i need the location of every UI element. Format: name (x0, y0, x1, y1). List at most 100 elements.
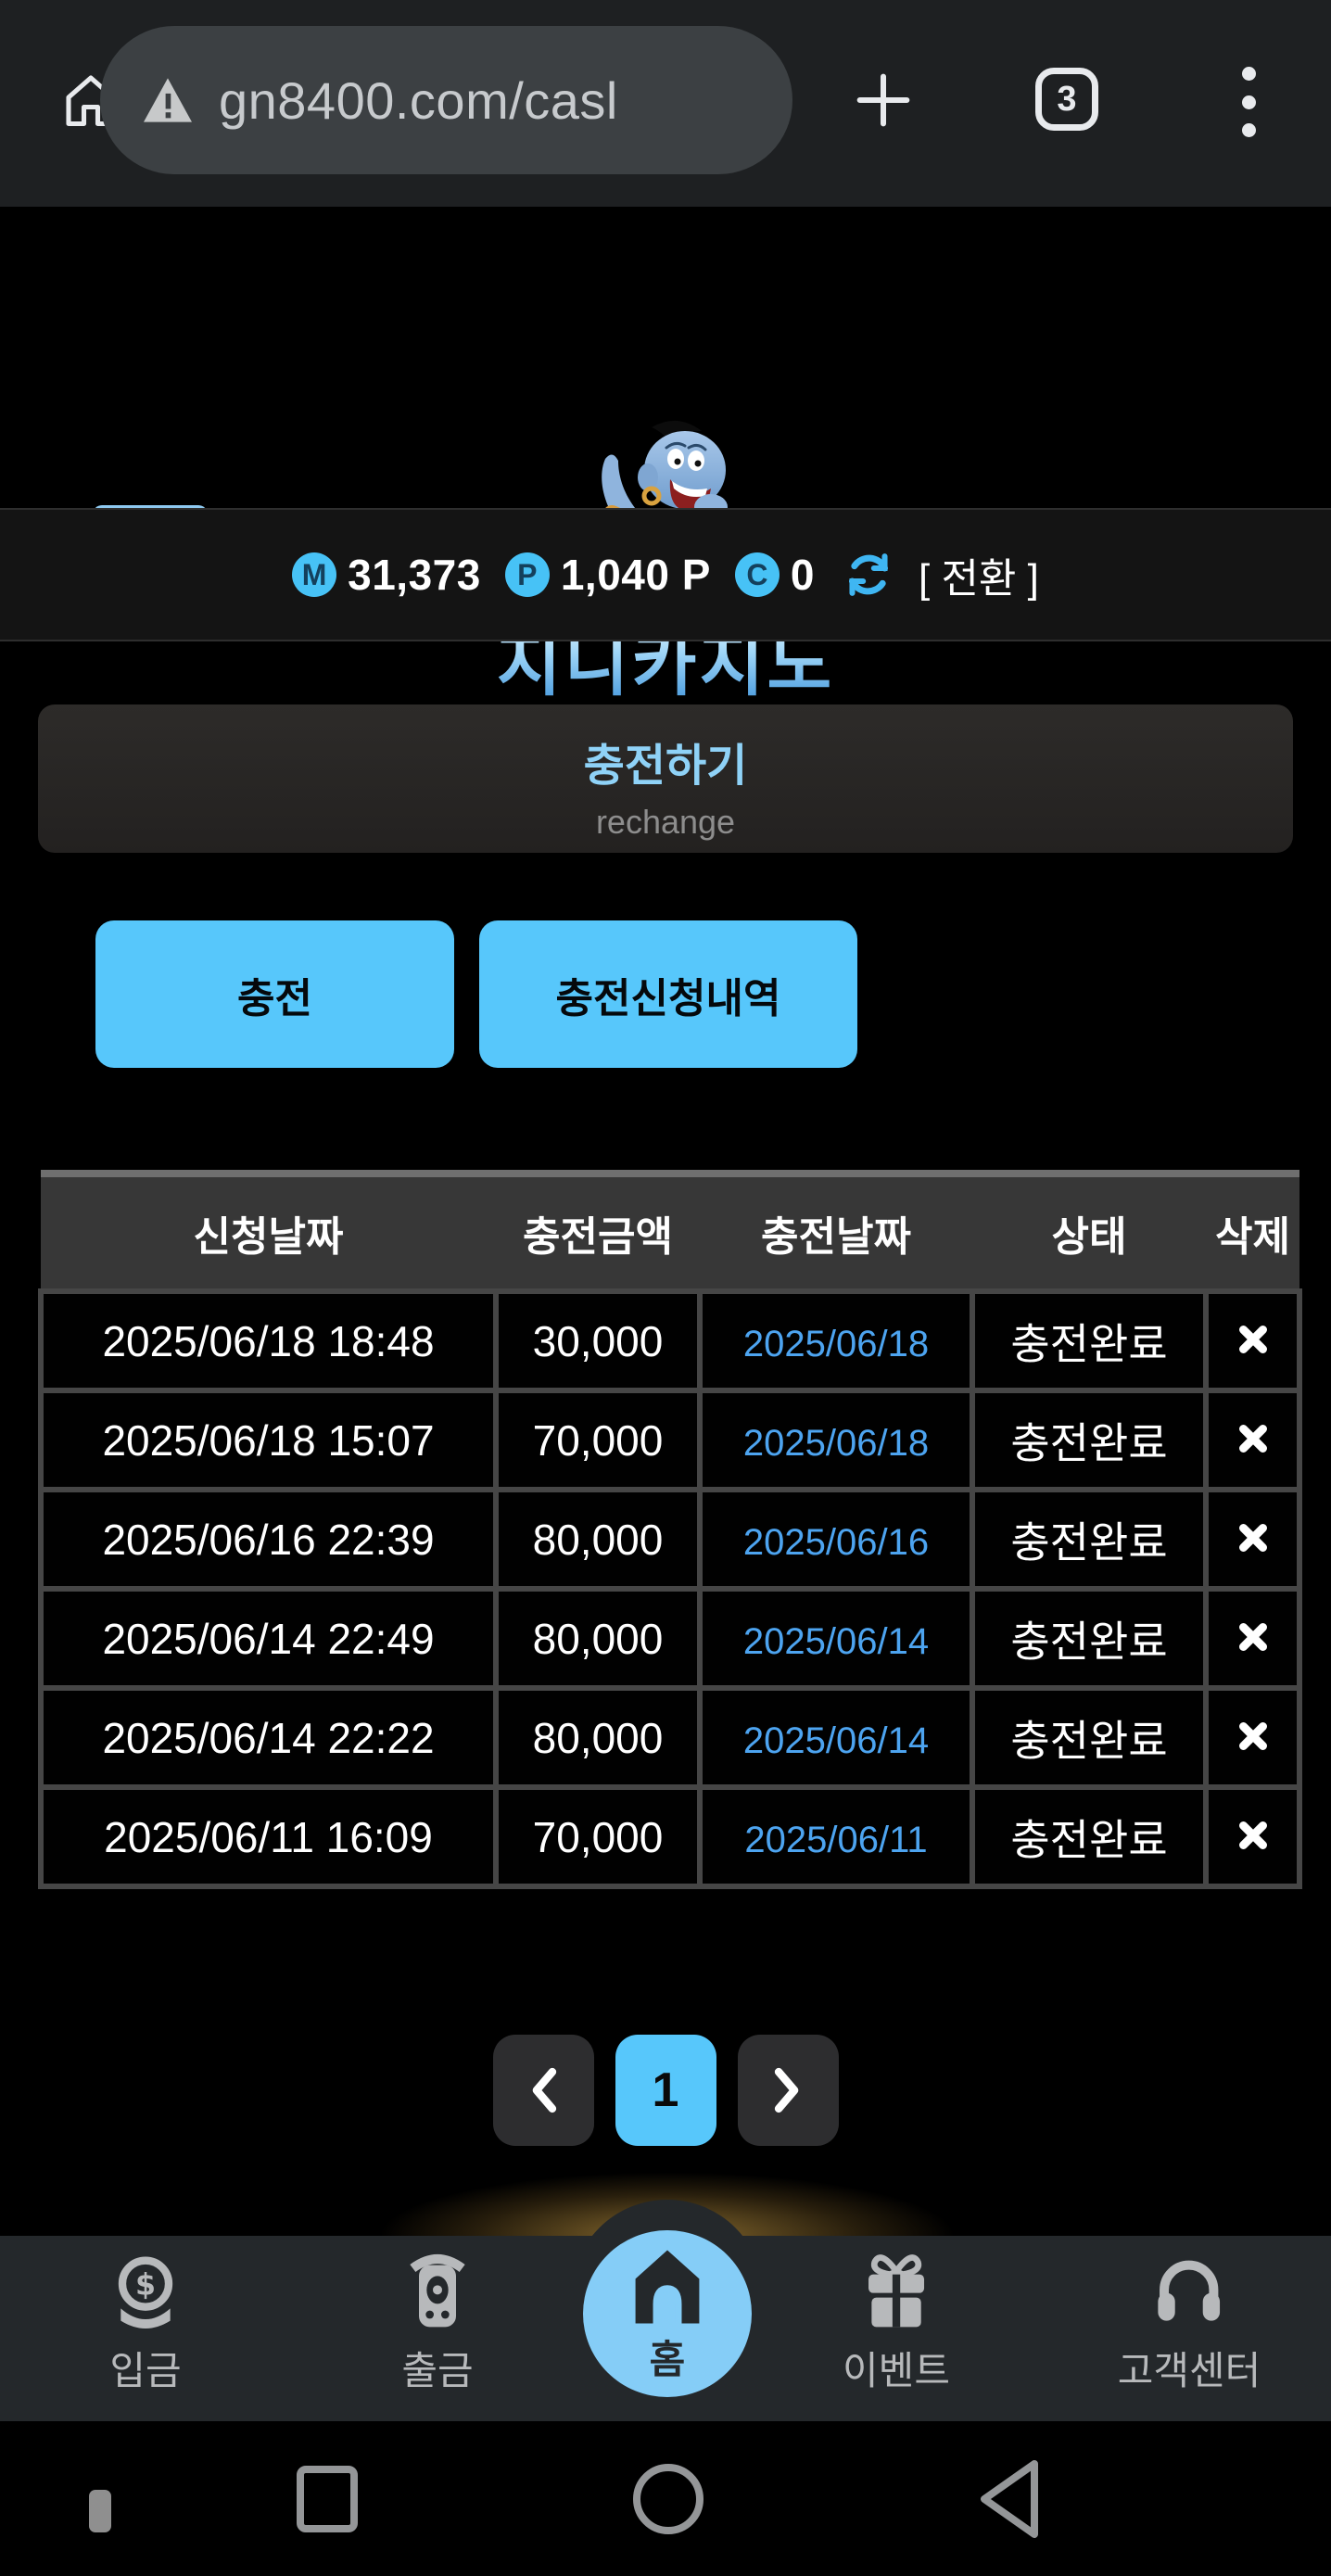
amount: 80,000 (493, 1487, 703, 1592)
applied-date: 2025/06/14 22:22 (38, 1685, 499, 1790)
nav-item-deposit[interactable]: $ 입금 (108, 2252, 183, 2396)
browser-toolbar: gn8400.com/casl 3 (0, 0, 1331, 207)
table-row: 2025/06/14 22:22 80,000 2025/06/14 충전완료 (38, 1685, 1302, 1790)
table-row: 2025/06/16 22:39 80,000 2025/06/16 충전완료 (38, 1487, 1302, 1592)
url-text: gn8400.com/casl (219, 70, 618, 130)
table-row: 2025/06/18 15:07 70,000 2025/06/18 충전완료 (38, 1388, 1302, 1492)
recharge-date-link[interactable]: 2025/06/18 (742, 1422, 930, 1464)
prev-page-button[interactable] (492, 2035, 594, 2146)
recent-apps-icon[interactable] (297, 2466, 358, 2532)
convert-button[interactable]: [ 전환 ] (919, 556, 1039, 602)
recharge-card: 충전하기 rechange (38, 704, 1293, 853)
status-text: 충전완료 (970, 1784, 1209, 1889)
page-subtitle: rechange (595, 803, 736, 841)
page-title: 충전하기 (583, 742, 748, 791)
table-row: 2025/06/14 22:49 80,000 2025/06/14 충전완료 (38, 1586, 1302, 1691)
nav-label: 이벤트 (843, 2349, 950, 2392)
chevron-right-icon (774, 2067, 799, 2113)
x-mark-icon (1238, 1325, 1267, 1353)
recharge-date-link[interactable]: 2025/06/11 (744, 1819, 928, 1860)
status-text: 충전완료 (970, 1487, 1209, 1592)
recharge-date-link[interactable]: 2025/06/18 (742, 1323, 930, 1364)
money-balance: M 31,373 (292, 550, 481, 600)
nav-label: 입금 (109, 2349, 182, 2392)
status-text: 충전완료 (970, 1288, 1209, 1393)
url-bar[interactable]: gn8400.com/casl (100, 26, 792, 174)
pagination: 1 (0, 2035, 1331, 2146)
money-value: 31,373 (348, 551, 481, 599)
tab-switcher-button[interactable]: 3 (1035, 68, 1098, 131)
hide-pill-icon[interactable] (89, 2490, 111, 2532)
headset-icon (1158, 2260, 1221, 2321)
gift-icon (868, 2254, 924, 2328)
coin-coin-icon: C (734, 552, 780, 597)
new-tab-icon[interactable] (848, 65, 919, 135)
point-coin-icon: P (504, 552, 550, 597)
svg-text:$: $ (135, 2268, 156, 2302)
table-row: 2025/06/18 18:48 30,000 2025/06/18 충전완료 (38, 1288, 1302, 1393)
delete-row-button[interactable] (1236, 1521, 1270, 1554)
amount: 80,000 (493, 1685, 703, 1790)
delete-row-button[interactable] (1236, 1620, 1270, 1654)
x-mark-icon (1238, 1821, 1267, 1849)
x-mark-icon (1238, 1721, 1267, 1750)
status-text: 충전완료 (970, 1685, 1209, 1790)
applied-date: 2025/06/18 18:48 (38, 1288, 499, 1393)
amount: 70,000 (493, 1784, 703, 1889)
col-status: 상태 (972, 1170, 1206, 1291)
refresh-icon[interactable] (843, 549, 894, 601)
delete-row-button[interactable] (1236, 1819, 1270, 1852)
tab-count: 3 (1057, 79, 1077, 119)
nav-item-event[interactable]: 이벤트 (843, 2252, 950, 2396)
amount: 70,000 (493, 1388, 703, 1492)
money-coin-icon: M (292, 552, 337, 597)
status-text: 충전완료 (970, 1388, 1209, 1492)
col-delete: 삭제 (1206, 1170, 1299, 1291)
nav-item-support[interactable]: 고객센터 (1118, 2252, 1261, 2396)
recharge-date-link[interactable]: 2025/06/16 (742, 1521, 930, 1563)
applied-date: 2025/06/14 22:49 (38, 1586, 499, 1691)
x-mark-icon (1238, 1523, 1267, 1552)
withdraw-device-icon (410, 2254, 465, 2328)
table-row: 2025/06/11 16:09 70,000 2025/06/11 충전완료 (38, 1784, 1302, 1889)
col-applied-date: 신청날짜 (41, 1170, 496, 1291)
insecure-warning-icon (144, 78, 192, 122)
point-balance: P 1,040 P (504, 550, 711, 600)
applied-date: 2025/06/16 22:39 (38, 1487, 499, 1592)
amount: 80,000 (493, 1586, 703, 1691)
android-home-icon[interactable] (633, 2464, 704, 2534)
chevron-left-icon (532, 2067, 557, 2113)
amount: 30,000 (493, 1288, 703, 1393)
site-header: 지니카지노 (0, 207, 1331, 704)
charge-history-button[interactable]: 충전신청내역 (479, 920, 857, 1068)
status-text: 충전완료 (970, 1586, 1209, 1691)
android-back-icon[interactable] (975, 2458, 1046, 2540)
nav-item-withdraw[interactable]: 출금 (400, 2252, 475, 2396)
coin-balance: C 0 (734, 550, 815, 600)
android-system-bar (0, 2421, 1331, 2576)
balance-bar: M 31,373 P 1,040 P C 0 [ 전환 ] (0, 508, 1331, 641)
next-page-button[interactable] (737, 2035, 839, 2146)
point-value: 1,040 P (560, 551, 711, 599)
dollar-coin-icon: $ (118, 2256, 173, 2329)
col-charge-date: 충전날짜 (700, 1170, 972, 1291)
nav-label: 출금 (401, 2349, 474, 2392)
charge-button[interactable]: 충전 (95, 920, 454, 1068)
current-page-button[interactable]: 1 (615, 2035, 716, 2146)
home-icon (635, 2250, 700, 2324)
recharge-date-link[interactable]: 2025/06/14 (742, 1719, 930, 1761)
delete-row-button[interactable] (1236, 1719, 1270, 1753)
recharge-history-table: 신청날짜 충전금액 충전날짜 상태 삭제 2025/06/18 18:48 30… (38, 1170, 1302, 1889)
nav-label: 홈 (649, 2338, 686, 2381)
nav-item-home[interactable]: 홈 (583, 2230, 752, 2397)
recharge-date-link[interactable]: 2025/06/14 (742, 1620, 930, 1662)
x-mark-icon (1238, 1424, 1267, 1453)
applied-date: 2025/06/11 16:09 (38, 1784, 499, 1889)
menu-icon[interactable] (1235, 67, 1262, 137)
table-header-row: 신청날짜 충전금액 충전날짜 상태 삭제 (41, 1170, 1299, 1291)
x-mark-icon (1238, 1622, 1267, 1651)
delete-row-button[interactable] (1236, 1422, 1270, 1455)
delete-row-button[interactable] (1236, 1323, 1270, 1356)
nav-label: 고객센터 (1117, 2349, 1261, 2392)
